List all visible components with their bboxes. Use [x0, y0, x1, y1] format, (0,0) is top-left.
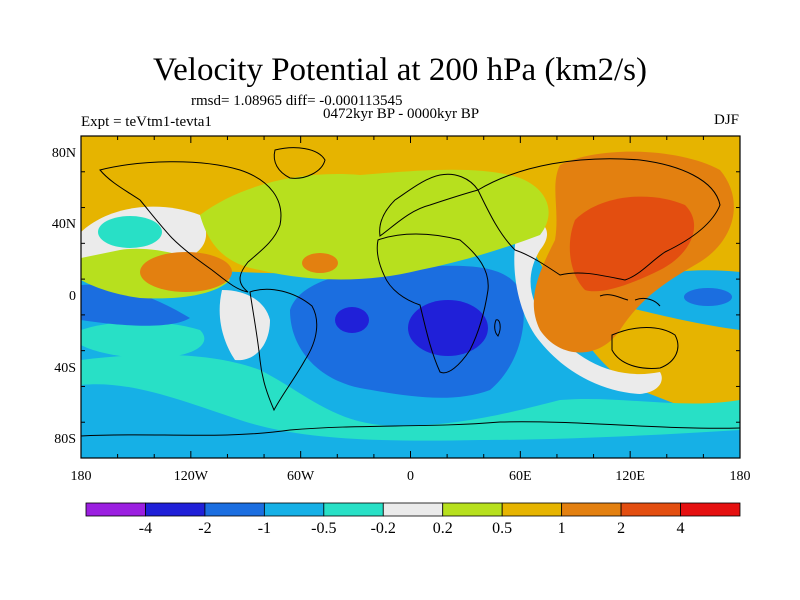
field-min-africa [408, 300, 488, 356]
lon-label: 180 [729, 469, 751, 484]
colorbar-box [680, 502, 741, 517]
colorbar-box [382, 502, 444, 517]
field-layer [81, 136, 740, 458]
colorbar-label: -2 [198, 520, 212, 537]
axis-ticks [80, 135, 741, 459]
field-region-blue-south [290, 265, 524, 398]
map-title: Velocity Potential at 200 hPa (km2/s) [152, 52, 648, 88]
colorbar-box [323, 502, 384, 517]
colorbar-label: -4 [138, 520, 153, 537]
lon-label: 60E [509, 469, 532, 484]
lon-label: 180 [70, 469, 92, 484]
coast-indonesia [599, 294, 661, 307]
coastline-layer [81, 147, 740, 437]
lon-label: 120W [173, 469, 208, 484]
coast-europe [379, 173, 479, 237]
colorbar-label: 1 [557, 520, 566, 537]
field-region-lime-north [200, 169, 549, 280]
lat-label: 0 [69, 289, 76, 304]
season-label: DJF [714, 112, 740, 128]
coast-africa [376, 233, 489, 374]
lat-label: 80S [54, 432, 76, 448]
coast-australia [611, 327, 679, 369]
field-region-teal-npac [98, 216, 162, 248]
colorbar-label: 0.5 [492, 520, 513, 537]
field-region-teal-south [81, 354, 740, 441]
coast-antarctica [81, 421, 740, 437]
coast-madagascar [494, 319, 501, 337]
colorbar-label: 0.2 [432, 520, 453, 537]
lat-label: 80N [51, 145, 76, 161]
experiment-label: Expt = teVtm1-tevta1 [81, 114, 212, 130]
field-region-blue-wpac [684, 288, 732, 306]
field-min-atlantic [335, 307, 369, 333]
lon-label: 120E [615, 469, 645, 484]
coast-north-america [99, 161, 282, 293]
colorbar-box [442, 502, 503, 517]
field-region-blue-southpac [81, 284, 190, 326]
colorbar [85, 502, 741, 517]
colorbar-label: 4 [676, 520, 685, 537]
lon-label: 60W [287, 469, 315, 484]
colorbar-box [561, 502, 622, 517]
field-max-asia [569, 196, 695, 292]
colorbar-box [145, 502, 206, 517]
colorbar-box [204, 502, 265, 517]
field-region-teal-patch [81, 321, 205, 359]
lat-label: 40S [54, 360, 76, 376]
colorbar-label: -1 [257, 520, 272, 537]
lon-label: 0 [407, 469, 414, 484]
colorbar-box [263, 502, 325, 517]
coast-asia [477, 158, 721, 281]
coast-south-america [249, 288, 318, 412]
stats-text: rmsd= 1.08965 diff= -0.000113545 [191, 93, 403, 109]
lat-label: 40N [51, 217, 76, 233]
field-region-orange-caribbean [302, 253, 338, 273]
colorbar-label: 2 [617, 520, 626, 537]
colorbar-label: -0.2 [370, 520, 396, 537]
field-region-zero-east [514, 220, 662, 394]
period-label: 0472kyr BP - 0000kyr BP [323, 106, 480, 122]
colorbar-label: -0.5 [311, 520, 337, 537]
colorbar-box [501, 502, 563, 517]
coast-greenland [273, 147, 326, 179]
field-region-orange-npac [140, 252, 232, 292]
colorbar-box [85, 502, 146, 517]
colorbar-box [620, 502, 681, 517]
